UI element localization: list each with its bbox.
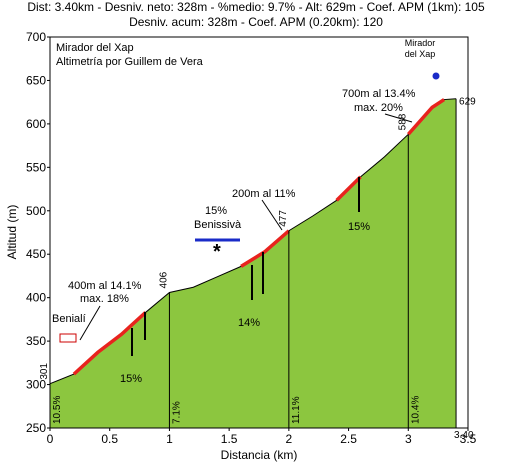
plot-frame <box>49 36 469 429</box>
y-tick-label: 350 <box>26 334 46 348</box>
line <box>72 311 147 376</box>
y-axis-label: Altitud (m) <box>5 205 19 260</box>
heading: Altimetría por Guillem de Vera <box>56 56 204 68</box>
line <box>406 98 446 136</box>
annotation: 15% <box>120 373 142 385</box>
annotation: 700m al 13.4% <box>342 88 416 100</box>
heading: Mirador del Xap <box>56 42 134 54</box>
x-tick-label: 3 <box>405 432 412 446</box>
x-tick-label: 0.5 <box>101 432 118 446</box>
x-tick-label: 2.5 <box>340 432 357 446</box>
y-tick-label: 250 <box>26 421 46 435</box>
km-grade-label: 10.4% <box>410 396 421 424</box>
pointer <box>79 305 101 341</box>
annotation: Benialí <box>52 313 86 325</box>
y-tick-label: 300 <box>26 378 46 392</box>
annotation: 15% <box>348 221 370 233</box>
chart-subtitle: Desniv. acum: 328m - Coef. APM (0.20km):… <box>129 15 383 29</box>
km-grade-label: 10.5% <box>52 396 63 424</box>
x-tick-label: 2 <box>286 432 293 446</box>
x-axis-label: Distancia (km) <box>221 448 298 462</box>
pointer <box>384 113 413 123</box>
village-icon <box>59 333 77 343</box>
y-tick-label: 500 <box>26 204 46 218</box>
annotation: Benissivà <box>194 219 242 231</box>
annotation: Mirador <box>405 38 436 48</box>
y-tick-label: 700 <box>26 30 46 44</box>
line <box>240 229 291 268</box>
x-tick-label: 3.5 <box>460 432 477 446</box>
asterisk: * <box>213 241 221 263</box>
km-alt-label: 301 <box>39 363 50 380</box>
km-alt-label: 477 <box>278 210 289 227</box>
km-alt-label: 588 <box>397 113 408 130</box>
y-tick-label: 550 <box>26 160 46 174</box>
area <box>50 98 457 429</box>
end-x-label: 3.40 <box>454 430 474 441</box>
annotation: del Xap <box>405 49 436 59</box>
km-alt-label: 406 <box>158 271 169 288</box>
annotation: 400m al 14.1% <box>68 280 142 292</box>
line <box>335 175 362 202</box>
km-grade-label: 7.1% <box>171 401 182 424</box>
section-markers <box>131 177 360 356</box>
annotation: max. 20% <box>354 102 403 114</box>
annotation: 200m al 11% <box>232 188 296 200</box>
x-tick-label: 1.5 <box>221 432 238 446</box>
x-tick-label: 0 <box>47 432 54 446</box>
annotation: 15% <box>205 205 227 217</box>
km-grade-label: 11.1% <box>291 396 302 424</box>
annotation: 14% <box>238 317 260 329</box>
annotation: max. 18% <box>80 293 129 305</box>
pointer <box>261 199 283 231</box>
y-tick-label: 600 <box>26 117 46 131</box>
y-tick-label: 450 <box>26 247 46 261</box>
y-tick-label: 400 <box>26 291 46 305</box>
x-tick-label: 1 <box>166 432 173 446</box>
chart-title: Dist: 3.40km - Desniv. neto: 328m - %med… <box>27 0 485 14</box>
summit-icon <box>432 72 440 80</box>
y-tick-label: 650 <box>26 73 46 87</box>
